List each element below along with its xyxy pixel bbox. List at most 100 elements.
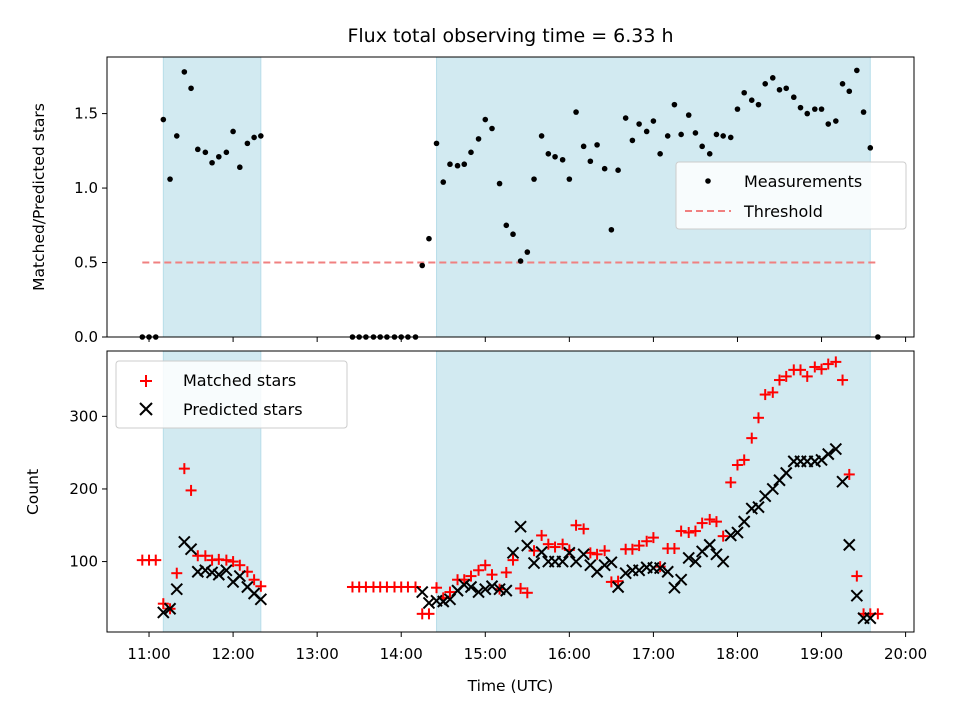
- measurements-point: [664, 133, 671, 139]
- predicted-stars-point: [464, 580, 478, 594]
- ratio-legend-box: [675, 161, 907, 230]
- matched-stars-point: [473, 564, 485, 576]
- predicted-stars-point: [716, 555, 730, 568]
- predicted-stars-point-d2: [674, 573, 688, 586]
- matched-stars-point: [528, 545, 540, 557]
- predicted-stars-point-d2: [178, 535, 191, 549]
- matched-stars-point: [431, 582, 443, 594]
- matched-stars-point: [774, 374, 785, 386]
- predicted-stars-point-d2: [752, 500, 765, 514]
- predicted-stars-point-d2: [822, 447, 835, 461]
- measurements-point: [496, 180, 503, 187]
- matched-stars-point: [801, 370, 813, 382]
- predicted-stars-point-d2: [716, 555, 730, 568]
- measurements-point: [699, 143, 705, 150]
- measurements-point: [671, 101, 678, 108]
- ratio-panel-shade-0: [162, 56, 262, 338]
- measurements-point: [727, 134, 734, 141]
- predicted-stars-point: [737, 515, 751, 528]
- predicted-stars-point-d2: [605, 556, 618, 569]
- predicted-stars-point: [703, 538, 716, 552]
- matched-stars-point: [752, 412, 764, 424]
- measurements-point: [216, 153, 222, 160]
- predicted-stars-point: [416, 585, 429, 599]
- x-tick-label: 16:00: [548, 645, 591, 663]
- matched-stars-point: [795, 364, 807, 376]
- measurements-point: [223, 149, 230, 156]
- matched-stars-point: [157, 598, 169, 610]
- ratio-y-axis-label: Matched/Predicted stars: [30, 103, 48, 291]
- measurements-point: [608, 226, 615, 233]
- measurements-point: [854, 67, 860, 74]
- matched-stars-point: [220, 554, 232, 566]
- predicted-stars-point: [437, 595, 450, 608]
- matched-stars-point: [696, 517, 708, 529]
- predicted-stars-point: [611, 580, 625, 594]
- count-axes-frame: [106, 350, 915, 633]
- matched-stars-point: [767, 386, 779, 398]
- measurements-point: [734, 106, 741, 112]
- x-tick-label: 18:00: [716, 645, 759, 663]
- predicted-stars-point: [212, 568, 226, 581]
- matched-stars-point: [725, 476, 737, 488]
- matched-stars-point: [150, 554, 162, 566]
- matched-stars-point: [704, 513, 716, 525]
- predicted-stars-point-d2: [422, 596, 436, 610]
- measurements-point: [706, 151, 713, 157]
- legend-marker-predicted-stars: [139, 402, 153, 416]
- matched-stars-point: [675, 525, 687, 537]
- predicted-stars-point-d2: [598, 558, 611, 572]
- matched-stars-point: [668, 542, 680, 554]
- predicted-stars-point: [731, 526, 744, 539]
- measurements-point: [769, 75, 776, 81]
- measurements-point: [510, 231, 516, 238]
- measurements-point: [748, 97, 755, 103]
- count-legend-box: [115, 360, 348, 429]
- predicted-stars-point: [836, 475, 849, 488]
- matched-stars-point: [612, 575, 624, 587]
- measurements-point: [209, 159, 215, 166]
- predicted-stars-point: [556, 555, 569, 568]
- predicted-stars-point-d2: [611, 580, 625, 594]
- matched-stars-point: [689, 525, 701, 537]
- matched-stars-point: [759, 389, 771, 401]
- matched-stars-point: [851, 570, 863, 582]
- predicted-stars-point-d2: [500, 584, 513, 597]
- measurements-point: [636, 121, 642, 127]
- predicted-stars-point-d2: [205, 566, 219, 579]
- count-panel: 100 200 300 11:00 12:00 13:00 14:00 15:00 16:00…: [24, 350, 927, 695]
- matched-stars-point: [227, 556, 239, 568]
- matched-stars-point: [444, 586, 456, 598]
- matched-stars-point: [171, 567, 183, 579]
- predicted-stars-point: [598, 558, 611, 572]
- measurements-point: [251, 134, 257, 141]
- x-tick-label: 15:00: [464, 645, 507, 663]
- measurements-point: [566, 176, 573, 182]
- predicted-stars-point-d2: [619, 566, 632, 580]
- measurements-point: [468, 149, 474, 156]
- measurements-point: [833, 118, 839, 124]
- y-tick-label: 200: [69, 480, 98, 498]
- predicted-stars-point-d2: [653, 561, 667, 575]
- matched-stars-point: [683, 527, 695, 539]
- predicted-stars-point: [500, 584, 513, 597]
- measurements-point: [503, 222, 510, 229]
- matched-stars-point: [199, 550, 211, 562]
- predicted-stars-point: [199, 564, 212, 577]
- predicted-stars-point: [535, 545, 548, 559]
- measurements-point: [160, 116, 167, 123]
- predicted-stars-point-d2: [191, 565, 204, 578]
- ratio-panel: 0.0 0.5 1.0 1.5 Matched/Predicted stars Mea…: [30, 56, 915, 346]
- measurements-point: [825, 121, 832, 127]
- measurements-point: [818, 106, 825, 112]
- matched-stars-point: [591, 548, 603, 560]
- y-tick-label: 1.5: [74, 105, 98, 123]
- legend-marker-matched-stars: [140, 375, 152, 387]
- matched-stars-point: [641, 535, 653, 547]
- predicted-stars-point: [527, 556, 541, 570]
- predicted-stars-point-d2: [254, 593, 268, 606]
- predicted-stars-point: [521, 539, 534, 552]
- matched-stars-point: [599, 545, 611, 557]
- predicted-stars-point-d2: [163, 602, 177, 615]
- measurements-point: [783, 85, 790, 92]
